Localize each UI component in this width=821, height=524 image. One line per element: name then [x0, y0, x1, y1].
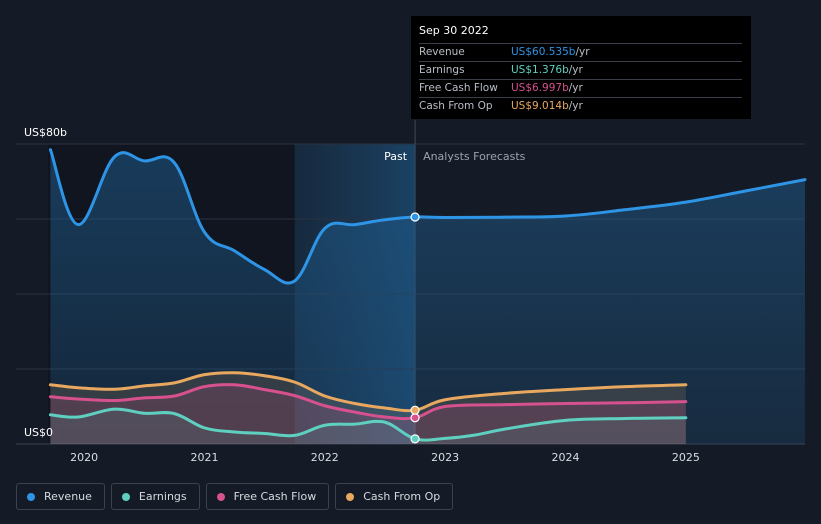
tooltip-value: US$1.376b [511, 64, 569, 76]
y-axis-top-label: US$80b [24, 126, 67, 139]
series-fill-earnings [50, 409, 686, 444]
x-tick-label: 2024 [552, 451, 580, 464]
forecast-label: Analysts Forecasts [423, 150, 526, 163]
legend: Revenue Earnings Free Cash Flow Cash Fro… [16, 483, 454, 510]
marker-revenue [410, 212, 420, 222]
marker-cash-from-op [410, 405, 420, 415]
past-label: Past [384, 150, 408, 163]
legend-dot-icon [121, 492, 130, 501]
tooltip-value: US$60.535b [511, 46, 576, 58]
legend-item-revenue[interactable]: Revenue [16, 483, 105, 510]
tooltip: Sep 30 2022 Revenue US$60.535b /yr Earni… [411, 16, 751, 119]
x-tick-label: 2020 [70, 451, 98, 464]
legend-label: Revenue [44, 490, 92, 503]
tooltip-value: US$6.997b [511, 82, 569, 94]
tooltip-label: Free Cash Flow [419, 82, 498, 94]
x-tick-label: 2022 [311, 451, 339, 464]
series-line-earnings [48, 407, 688, 442]
tooltip-value: US$9.014b [511, 100, 569, 112]
series-line-cash-from-op [48, 371, 688, 413]
tooltip-unit: /yr [568, 100, 583, 112]
marker-free-cash-flow [410, 413, 420, 423]
marker-earnings [410, 434, 420, 444]
tooltip-label: Revenue [419, 46, 465, 58]
series-fill-revenue [50, 149, 806, 444]
tooltip-unit: /yr [568, 82, 583, 94]
tooltip-unit: /yr [575, 46, 590, 58]
tooltip-row-cash-from-op: Cash From Op US$9.014b /yr [419, 97, 742, 115]
tooltip-date: Sep 30 2022 [419, 24, 489, 37]
legend-dot-icon [346, 492, 355, 501]
tooltip-row-free-cash-flow: Free Cash Flow US$6.997b /yr [419, 79, 742, 97]
legend-item-cash-from-op[interactable]: Cash From Op [335, 483, 454, 510]
legend-label: Free Cash Flow [233, 490, 317, 503]
legend-item-free-cash-flow[interactable]: Free Cash Flow [205, 483, 330, 510]
tooltip-row-earnings: Earnings US$1.376b /yr [419, 61, 742, 79]
tooltip-label: Cash From Op [419, 100, 493, 112]
legend-item-earnings[interactable]: Earnings [110, 483, 200, 510]
tooltip-unit: /yr [568, 64, 583, 76]
x-tick-label: 2025 [672, 451, 700, 464]
x-tick-label: 2023 [431, 451, 459, 464]
legend-dot-icon [216, 492, 225, 501]
series-line-free-cash-flow [48, 383, 688, 421]
tooltip-row-revenue: Revenue US$60.535b /yr [419, 43, 742, 61]
legend-label: Cash From Op [363, 490, 441, 503]
y-axis-bottom-label: US$0 [24, 426, 53, 439]
tooltip-label: Earnings [419, 64, 465, 76]
x-tick-label: 2021 [190, 451, 218, 464]
legend-dot-icon [27, 492, 35, 501]
legend-label: Earnings [138, 490, 187, 503]
chart-area: US$80b US$0 Past Analysts Forecasts 2020 2021… [16, 120, 807, 464]
series-line-revenue [48, 148, 807, 285]
